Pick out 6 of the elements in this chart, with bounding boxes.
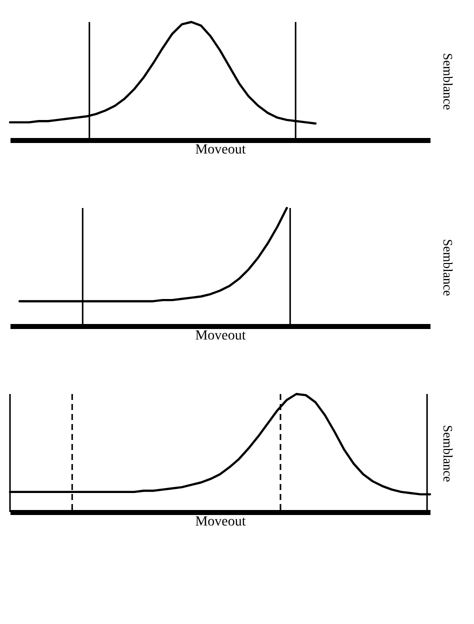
x-axis-title: Moveout [195, 328, 246, 344]
y-axis-title: Semblance [440, 238, 456, 296]
x-axis-title: Moveout [195, 142, 246, 158]
y-axis-title: Semblance [440, 424, 456, 482]
x-axis-title: Moveout [195, 514, 246, 530]
y-axis-title: Semblance [440, 52, 456, 110]
